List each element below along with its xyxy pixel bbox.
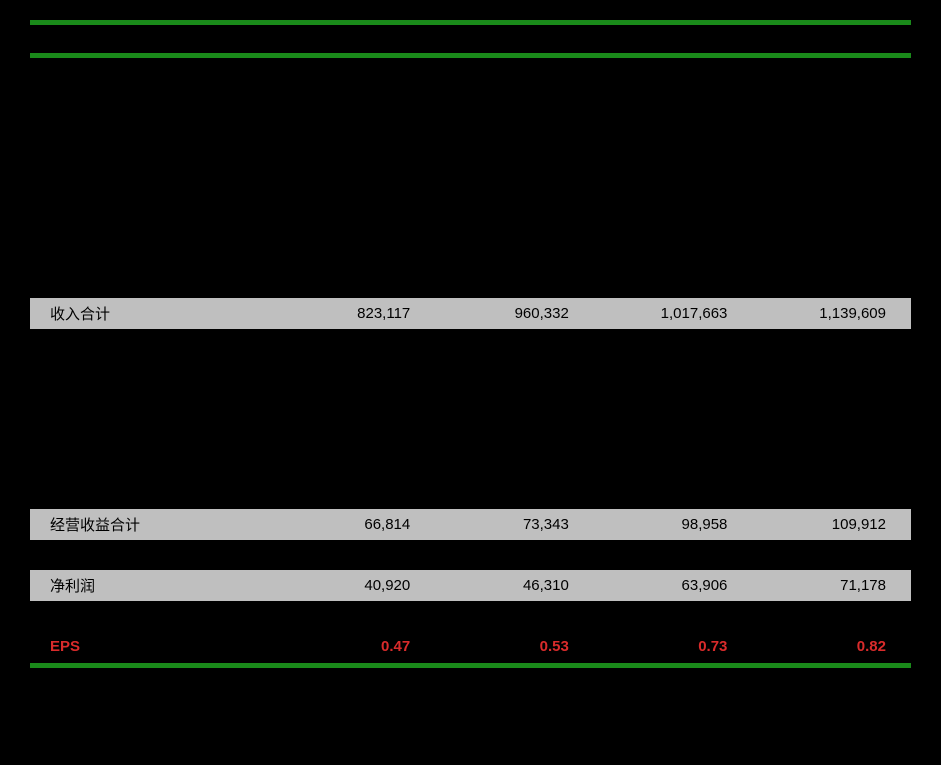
table-row-operating-income: 经营收益合计 66,814 73,343 98,958 109,912 [30, 509, 911, 540]
table-row-net-profit: 净利润 40,920 46,310 63,906 71,178 [30, 570, 911, 601]
cell-value: 0.82 [752, 631, 911, 661]
cell-value: 823,117 [277, 298, 436, 329]
cell-value: 0.73 [594, 631, 753, 661]
row-label: 收入合计 [30, 298, 277, 329]
cell-value: 98,958 [594, 509, 753, 540]
cell-value: 46,310 [435, 570, 594, 601]
row-label: 经营收益合计 [30, 509, 277, 540]
cell-value: 109,912 [752, 509, 911, 540]
header-spacer [30, 25, 911, 53]
cell-value: 66,814 [277, 509, 436, 540]
financial-table: 收入合计 823,117 960,332 1,017,663 1,139,609… [30, 58, 911, 661]
cell-value: 71,178 [752, 570, 911, 601]
row-label: EPS [30, 631, 277, 661]
bottom-rule [30, 663, 911, 668]
cell-value: 40,920 [277, 570, 436, 601]
cell-value: 0.53 [435, 631, 594, 661]
table-row-revenue-total: 收入合计 823,117 960,332 1,017,663 1,139,609 [30, 298, 911, 329]
cell-value: 73,343 [435, 509, 594, 540]
cell-value: 1,017,663 [594, 298, 753, 329]
cell-value: 63,906 [594, 570, 753, 601]
cell-value: 960,332 [435, 298, 594, 329]
cell-value: 1,139,609 [752, 298, 911, 329]
table-row-eps: EPS 0.47 0.53 0.73 0.82 [30, 631, 911, 661]
cell-value: 0.47 [277, 631, 436, 661]
row-label: 净利润 [30, 570, 277, 601]
